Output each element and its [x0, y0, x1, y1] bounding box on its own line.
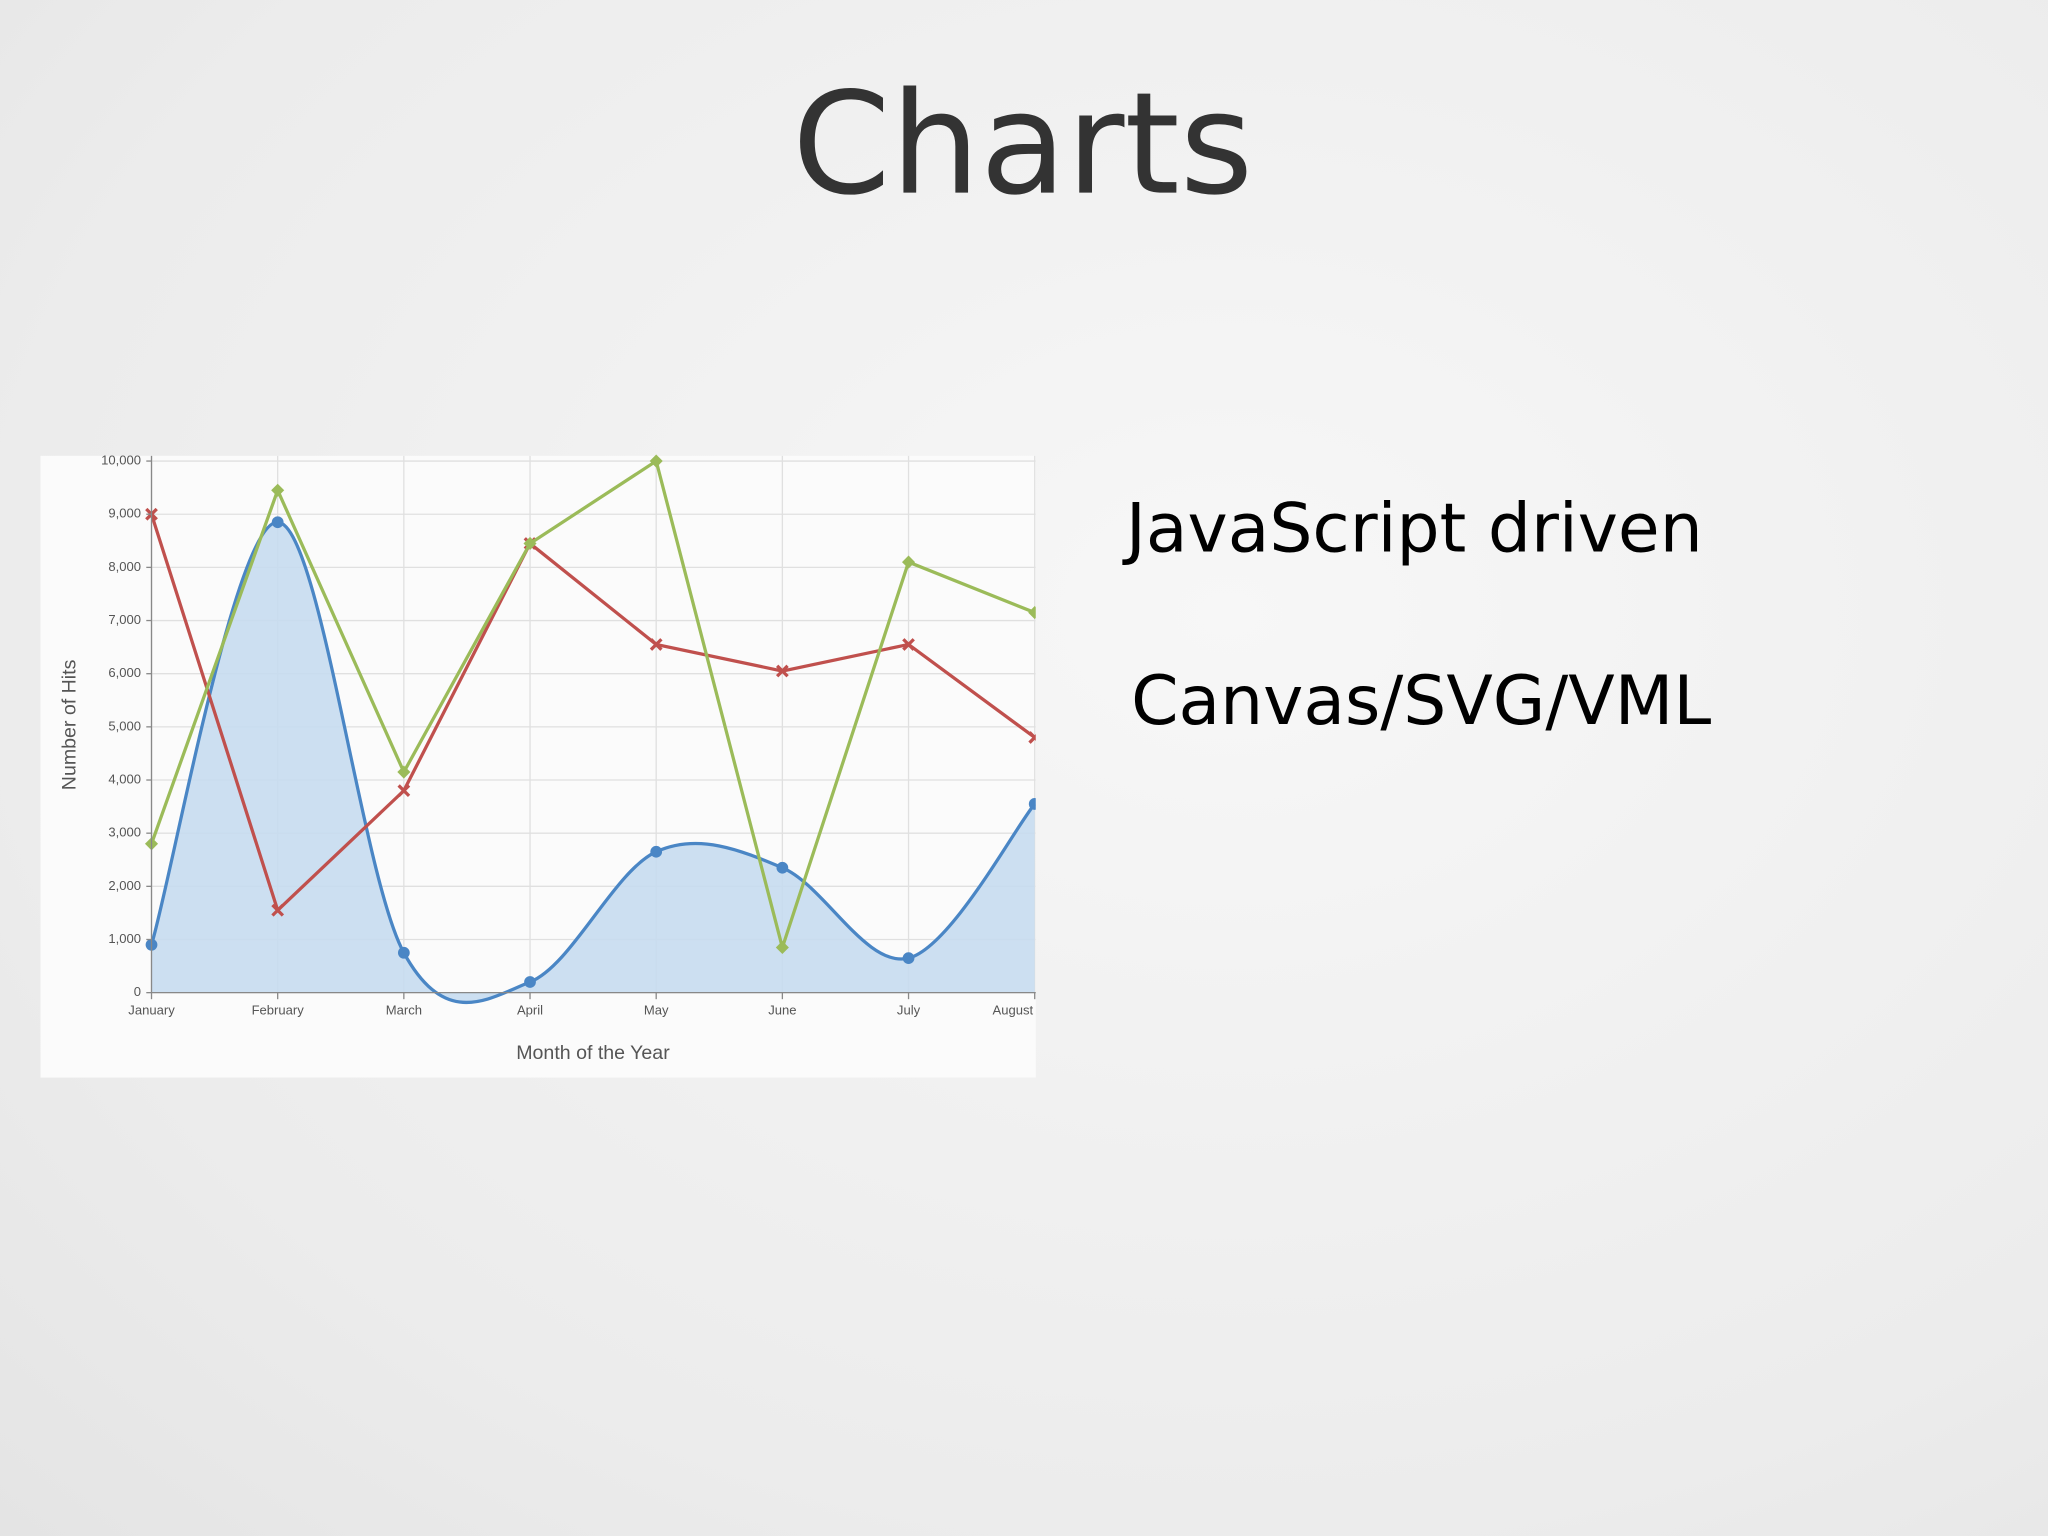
slide-title: Charts: [792, 63, 1253, 227]
point: [775, 664, 789, 678]
point: [902, 952, 915, 964]
x-axis-title: Month of the Year: [516, 1042, 670, 1064]
y-tick-label: 3,000: [108, 825, 141, 840]
axes: 0 1,000 2,000 3,000 4,000 5,000 6,000 7,000 8,00…: [101, 453, 1036, 1017]
x-tick-label: July: [897, 1002, 921, 1017]
x-tick-label: January: [128, 1002, 175, 1017]
y-tick-label: 2,000: [108, 878, 141, 893]
y-tick-label: 8,000: [108, 559, 141, 574]
point: [902, 555, 916, 569]
point: [397, 946, 410, 959]
area: [151, 522, 1035, 1003]
line: [149, 513, 1036, 914]
point: [1028, 731, 1036, 744]
y-tick-label: 9,000: [108, 506, 141, 521]
line: [149, 458, 1036, 954]
point: [649, 454, 663, 468]
point: [775, 940, 789, 954]
point: [397, 784, 411, 798]
point: [1028, 606, 1036, 620]
x-tick-label: May: [644, 1002, 669, 1017]
bullet: JavaScript driven: [1122, 489, 1703, 568]
point: [523, 536, 537, 550]
point: [524, 976, 536, 988]
y-tick-label: 5,000: [108, 718, 141, 733]
y-tick-label: 4,000: [108, 771, 141, 786]
x-tick-label: June: [768, 1002, 796, 1017]
x-tick-label: August: [993, 1002, 1034, 1017]
x-tick-label: March: [386, 1002, 422, 1017]
point: [1028, 798, 1036, 810]
point: [650, 845, 663, 858]
point: [776, 861, 789, 874]
y-tick-label: 0: [134, 984, 141, 999]
point: [271, 903, 285, 917]
y-tick-label: 1,000: [108, 931, 141, 946]
point: [649, 638, 663, 651]
x-tick-label: April: [517, 1002, 543, 1017]
y-axis-title: Number of Hits: [59, 659, 81, 790]
x-tick-label: February: [252, 1002, 305, 1017]
y-tick-label: 7,000: [108, 612, 141, 627]
bullet: Canvas/SVG/VML: [1131, 662, 1711, 741]
plot-area: [144, 454, 1036, 1005]
y-tick-label: 6,000: [108, 665, 141, 680]
y-tick-label: 10,000: [101, 453, 141, 468]
point: [271, 516, 284, 529]
point: [902, 638, 915, 651]
